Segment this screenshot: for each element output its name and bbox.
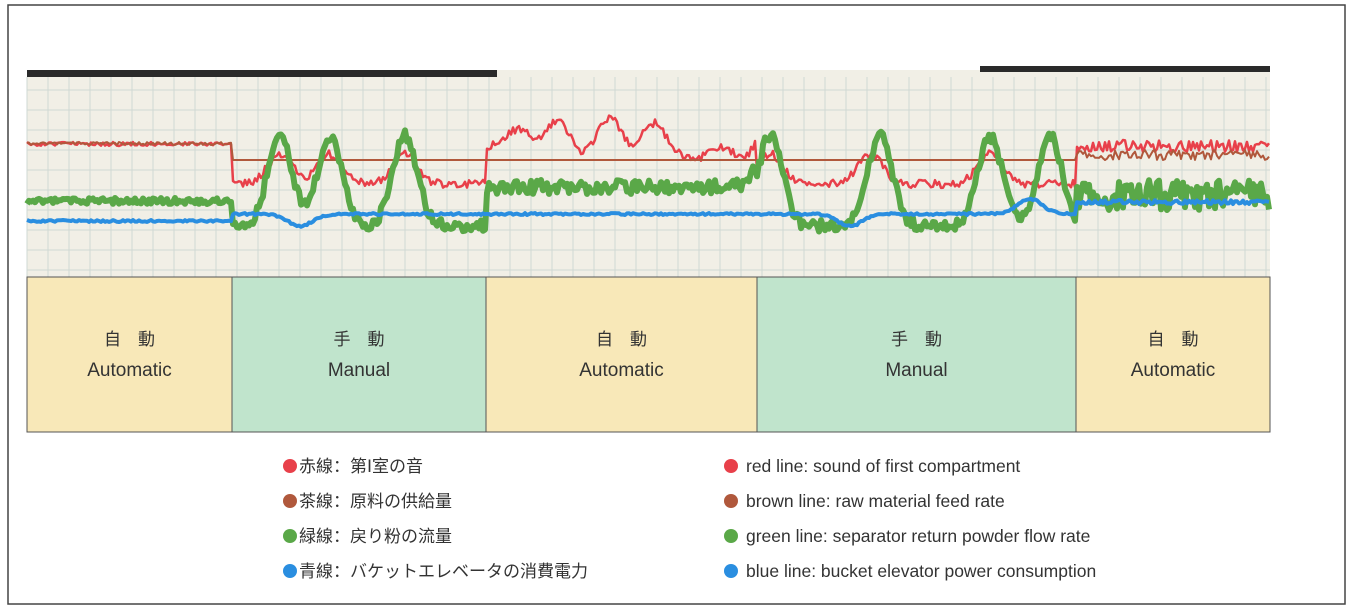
mode-band (27, 277, 232, 432)
figure: 自 動 Automatic 手 動 Manual 自 動 Automatic 手 動 Manu… (0, 0, 1354, 614)
legend-dot (283, 494, 297, 508)
legend-jp: 青線：バケットエレベータの消費電力 (299, 562, 588, 581)
mode-band (757, 277, 1076, 432)
legend-en: red line: sound of first compartment (746, 456, 1020, 476)
mode-jp: 手 動 (334, 330, 385, 349)
legend-dot (283, 459, 297, 473)
mode-en: Automatic (87, 360, 171, 381)
legend-dot (283, 564, 297, 578)
mode-en: Manual (328, 360, 390, 381)
legend-en: blue line: bucket elevator power consump… (746, 561, 1096, 581)
legend-dot (724, 494, 738, 508)
mode-bands: 自 動 Automatic 手 動 Manual 自 動 Automatic 手 動 Manu… (27, 277, 1270, 432)
mode-jp: 手 動 (891, 330, 942, 349)
mode-band (486, 277, 757, 432)
mode-jp: 自 動 (104, 330, 155, 349)
paper-edge (980, 66, 1270, 72)
legend-dot (724, 459, 738, 473)
mode-en: Automatic (1131, 360, 1215, 381)
legend-jp: 赤線：第Ⅰ室の音 (299, 457, 423, 476)
legend-en: green line: separator return powder flow… (746, 526, 1090, 546)
legend-en: brown line: raw material feed rate (746, 491, 1005, 511)
legend-dot (724, 529, 738, 543)
mode-jp: 自 動 (596, 330, 647, 349)
paper-edge (27, 70, 497, 77)
recorder-photo (27, 70, 1270, 277)
legend-jp: 茶線：原料の供給量 (299, 492, 452, 511)
mode-en: Automatic (579, 360, 663, 381)
mode-band (1076, 277, 1270, 432)
legend-dot (283, 529, 297, 543)
mode-jp: 自 動 (1148, 330, 1199, 349)
legend-dot (724, 564, 738, 578)
mode-band (232, 277, 486, 432)
legend-jp: 緑線：戻り粉の流量 (299, 527, 452, 546)
mode-en: Manual (885, 360, 947, 381)
